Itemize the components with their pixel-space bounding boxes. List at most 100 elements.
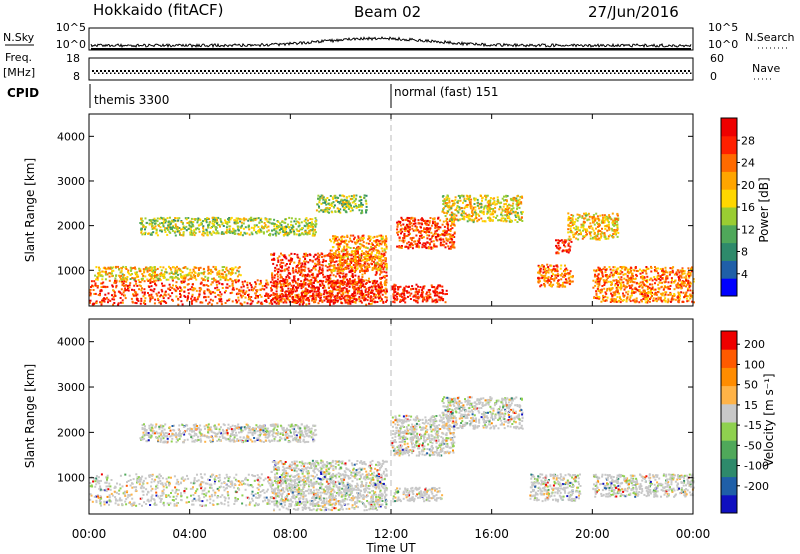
power-cell (520, 211, 523, 214)
power-cell (339, 287, 342, 290)
freq-point (380, 70, 382, 72)
power-cell (371, 269, 374, 271)
power-cell (135, 282, 138, 285)
nave-point (402, 72, 404, 74)
power-cell (279, 282, 281, 285)
power-cell (381, 293, 384, 296)
power-cell (678, 292, 681, 295)
power-cell (421, 295, 424, 298)
nave-point (326, 72, 328, 74)
power-cell (333, 236, 336, 239)
power-cell (414, 222, 417, 225)
power-cell (311, 285, 314, 288)
power-cell (368, 256, 371, 259)
power-cell (149, 288, 152, 291)
power-cell (616, 212, 619, 215)
power-cell (151, 266, 154, 269)
power-cell (169, 276, 172, 279)
power-cell (326, 300, 329, 303)
power-cell (379, 255, 382, 258)
power-cell (421, 230, 424, 232)
power-cell (445, 199, 448, 201)
power-cell (223, 266, 226, 268)
nave-point (114, 72, 116, 74)
power-cell (428, 242, 431, 245)
nave-point (390, 72, 392, 74)
power-cell (425, 295, 428, 298)
power-cell (300, 271, 303, 274)
power-cell (357, 288, 360, 291)
power-cell (393, 289, 396, 292)
power-cell (236, 275, 239, 278)
power-cell (307, 299, 310, 302)
power-cell (133, 289, 136, 292)
power-cell (197, 267, 200, 270)
power-cell (626, 293, 629, 296)
power-cell (220, 303, 223, 306)
power-cell (355, 241, 358, 244)
power-cell (384, 264, 387, 267)
power-cell (338, 286, 341, 288)
freq-point (284, 70, 286, 72)
power-cell (464, 200, 467, 203)
power-cell (482, 213, 485, 216)
power-cell (521, 195, 523, 198)
power-cell (597, 233, 600, 236)
nave-point (534, 72, 536, 74)
power-cell (296, 299, 299, 302)
power-cell (352, 253, 355, 255)
nave-point (182, 72, 184, 74)
freq-point (588, 70, 590, 72)
power-cell (377, 267, 380, 270)
power-cell (645, 280, 648, 282)
power-cell (170, 271, 173, 274)
power-cell (342, 293, 345, 296)
power-cell (619, 282, 622, 285)
power-cell (342, 263, 345, 266)
power-cell (374, 254, 377, 257)
power-cell (309, 295, 312, 298)
power-cell (316, 260, 319, 263)
power-cell (601, 232, 604, 235)
power-cell (418, 246, 421, 249)
power-cell (271, 275, 274, 278)
power-cell (369, 258, 372, 261)
power-cell (438, 291, 441, 294)
nave-point (186, 72, 188, 74)
power-cell (400, 247, 403, 249)
power-cell (326, 299, 329, 302)
freq-point (344, 70, 346, 72)
nave-point (130, 72, 132, 74)
nave-point (654, 72, 656, 74)
power-cell (422, 285, 425, 288)
power-cell (323, 291, 326, 294)
power-cell (294, 296, 297, 298)
power-cell (193, 296, 196, 299)
power-cell (567, 277, 570, 280)
power-cell (348, 289, 351, 292)
power-cell (363, 262, 366, 265)
power-cell (434, 223, 437, 226)
power-cell (369, 297, 372, 300)
power-cell (371, 251, 373, 254)
power-cell (380, 247, 383, 250)
power-cell (301, 275, 304, 278)
power-cell (252, 289, 254, 292)
freq-point (564, 70, 566, 72)
power-cell (688, 284, 691, 287)
power-cell (216, 286, 219, 289)
power-cell (559, 267, 562, 270)
power-cell (236, 269, 239, 272)
power-cell (358, 265, 361, 268)
power-cell (309, 270, 312, 273)
nave-point (490, 72, 492, 74)
power-cell (667, 281, 670, 284)
power-cell (446, 227, 449, 230)
nave-point (438, 72, 440, 74)
power-cell (360, 265, 363, 268)
power-cell (665, 291, 668, 294)
power-cell (596, 221, 598, 224)
power-cell (106, 273, 109, 276)
power-cell (103, 300, 106, 303)
power-cell (436, 286, 439, 288)
